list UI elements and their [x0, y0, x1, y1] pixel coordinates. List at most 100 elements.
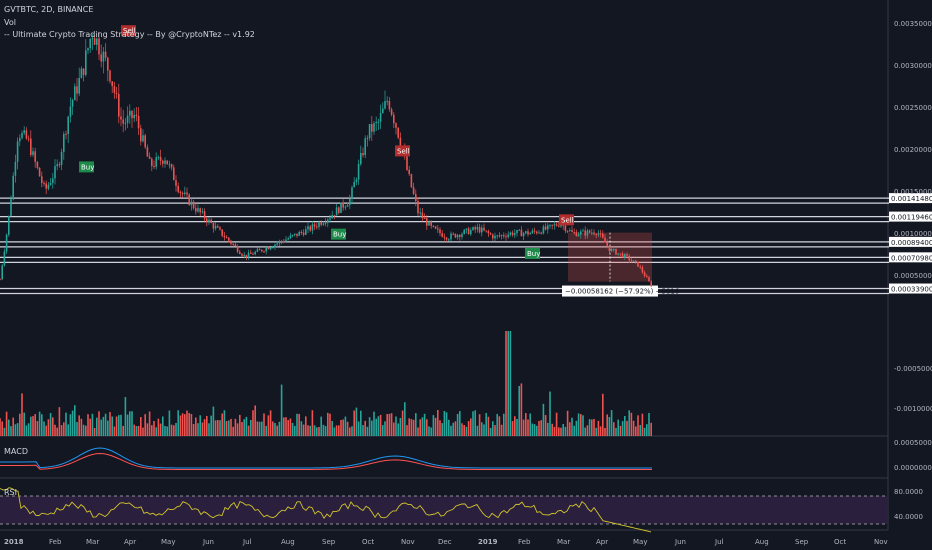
candle-body — [278, 241, 281, 244]
volume-bar — [591, 419, 593, 436]
candle-body — [221, 229, 223, 236]
strategy-indicator-label[interactable]: -- Ultimate Crypto Trading Strategy -- B… — [4, 30, 255, 39]
candle-body — [496, 235, 498, 237]
candle-body — [96, 38, 98, 45]
volume-bar — [624, 415, 626, 436]
candle-body — [219, 227, 221, 230]
price-candles[interactable] — [0, 31, 652, 288]
rsi-pane-label[interactable]: RSI — [4, 488, 17, 497]
candle-body — [93, 38, 96, 45]
volume-bar — [329, 413, 331, 436]
time-tick-label: 2018 — [4, 538, 24, 546]
volume-bar — [335, 425, 338, 436]
candle-body — [364, 138, 366, 156]
candle-body — [206, 218, 208, 223]
candle-body — [461, 233, 463, 237]
candle-body — [291, 234, 294, 236]
candle-body — [617, 253, 619, 255]
time-tick-label: 2019 — [478, 538, 498, 546]
rsi-line-path — [0, 487, 652, 533]
candle-body — [162, 160, 164, 164]
time-tick-label: Sep — [322, 538, 336, 546]
volume-bar — [602, 393, 604, 436]
candle-body — [551, 224, 553, 226]
candle-body — [63, 133, 65, 152]
candle-body — [263, 251, 265, 253]
candle-body — [250, 252, 252, 254]
candle-body — [342, 202, 344, 208]
candle-body — [362, 153, 364, 156]
candle-body — [472, 227, 474, 231]
candle-body — [65, 133, 67, 135]
volume-bar — [142, 427, 144, 436]
candle-body — [67, 116, 69, 134]
volume-bar — [294, 425, 296, 436]
volume-bar — [56, 427, 58, 436]
volume-bar — [71, 410, 74, 436]
volume-bar — [650, 422, 652, 436]
volume-bar — [60, 425, 63, 436]
volume-bar — [296, 413, 298, 436]
candle-body — [608, 246, 611, 252]
time-axis[interactable]: 2018 Feb Mar Apr May Jun Jul Aug Sep Oct Nov Dec 201… — [4, 538, 888, 546]
candle-body — [318, 222, 320, 227]
volume-bar — [179, 415, 182, 436]
macd-pane-label[interactable]: MACD — [4, 447, 28, 456]
time-tick-label: May — [633, 538, 647, 546]
candle-body — [445, 237, 448, 240]
candle-body — [542, 226, 545, 234]
volume-bar — [432, 415, 435, 436]
volume-bar — [98, 411, 100, 436]
candle-body — [597, 233, 600, 235]
volume-bar — [560, 427, 562, 436]
candle-body — [52, 178, 54, 183]
candle-body — [571, 230, 573, 232]
volume-bar — [558, 427, 560, 436]
volume-bar — [351, 426, 353, 436]
candle-body — [423, 218, 426, 220]
volume-bar — [155, 427, 157, 436]
volume-bar — [406, 425, 408, 436]
volume-bar — [368, 417, 371, 436]
volume-bar — [412, 419, 415, 436]
candle-body — [582, 230, 584, 232]
volume-bar — [30, 416, 32, 436]
candle-body — [124, 122, 127, 124]
candle-body — [19, 138, 21, 142]
volume-bar — [148, 411, 151, 436]
candle-body — [78, 78, 80, 94]
time-tick-label: Apr — [124, 538, 136, 546]
candle-body — [175, 180, 177, 186]
candle-body — [353, 181, 355, 188]
candle-body — [595, 234, 597, 236]
volume-bar — [346, 421, 349, 436]
horizontal-levels[interactable]: 0.00141480 0.00119460 0.00089400 0.00070980… — [0, 193, 932, 295]
volume-bar — [164, 425, 166, 436]
volume-bar — [393, 422, 395, 436]
measure-box[interactable]: −0.00058162 (−57.92%) −5816 — [562, 232, 680, 297]
volume-bar — [397, 423, 399, 436]
volume-bar — [324, 426, 327, 436]
candle-body — [225, 237, 228, 239]
volume-bar — [102, 416, 105, 436]
candle-body — [27, 138, 30, 140]
candle-body — [190, 201, 193, 206]
candle-body — [230, 240, 232, 244]
candle-body — [80, 68, 83, 79]
volume-bar — [241, 422, 243, 436]
volume-bar — [133, 424, 135, 436]
candle-body — [129, 110, 131, 116]
candle-body — [346, 205, 349, 207]
volume-indicator-label[interactable]: Vol — [4, 18, 16, 27]
candle-body — [395, 123, 397, 128]
volume-bar — [228, 420, 230, 436]
candle-body — [476, 227, 479, 230]
volume-bar — [316, 427, 318, 436]
volume-bar — [575, 420, 578, 436]
volume-bar — [21, 393, 23, 436]
volume-bar — [186, 410, 188, 436]
volume-bar — [619, 425, 622, 436]
